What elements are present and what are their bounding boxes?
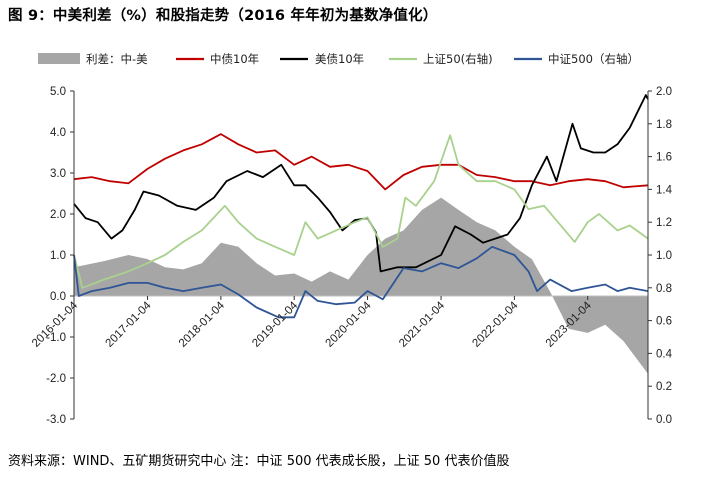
y-left-tick-label: 0.0 [50,291,66,303]
x-tick-label: 2022-01-04 [470,299,521,350]
y-right-tick-label: 0.8 [656,283,672,295]
series-line-1 [73,133,649,191]
y-right-tick-label: 1.4 [656,184,673,196]
y-right-tick-label: 1.8 [656,119,672,131]
x-tick-label: 2021-01-04 [397,299,448,350]
series-area-0 [74,197,648,374]
x-tick-label: 2020-01-04 [324,299,375,350]
y-left-tick-label: 3.0 [50,168,66,180]
y-left-tick-label: -2.0 [46,373,66,385]
y-right-tick-label: 1.0 [656,250,672,262]
y-left-tick-label: 5.0 [50,86,66,98]
series-line-4 [73,245,649,319]
legend-swatch-0 [38,53,80,64]
x-tick-label: 2017-01-04 [104,299,155,350]
series-line-3 [73,134,649,289]
y-right-tick-label: 1.2 [656,217,672,229]
legend-label-4: 中证500（右轴） [548,52,639,66]
y-left-tick-label: 4.0 [50,127,66,139]
source-note: 资料来源：WIND、五矿期货研究中心 注：中证 500 代表成长股，上证 50 … [8,454,510,469]
x-tick-label: 2018-01-04 [177,299,228,350]
legend-label-3: 上证50(右轴) [423,52,493,66]
y-right-tick-label: 0.2 [656,381,672,393]
y-right-tick-label: 2.0 [656,86,672,98]
legend-label-0: 利差：中-美 [86,52,148,66]
legend-label-2: 美债10年 [315,52,364,66]
y-right-tick-label: 0.6 [656,316,672,328]
y-right-tick-label: 0.0 [656,414,672,426]
y-right-tick-label: 1.6 [656,152,672,164]
x-tick-label: 2019-01-04 [250,299,301,350]
y-left-tick-label: -3.0 [46,414,66,426]
y-left-tick-label: 1.0 [50,250,66,262]
y-left-tick-label: -1.0 [46,332,66,344]
chart-title: 图 9：中美利差（%）和股指走势（2016 年年初为基数净值化） [8,8,438,24]
y-right-tick-label: 0.4 [656,348,673,360]
y-left-tick-label: 2.0 [50,209,66,221]
legend-label-1: 中债10年 [210,52,259,66]
